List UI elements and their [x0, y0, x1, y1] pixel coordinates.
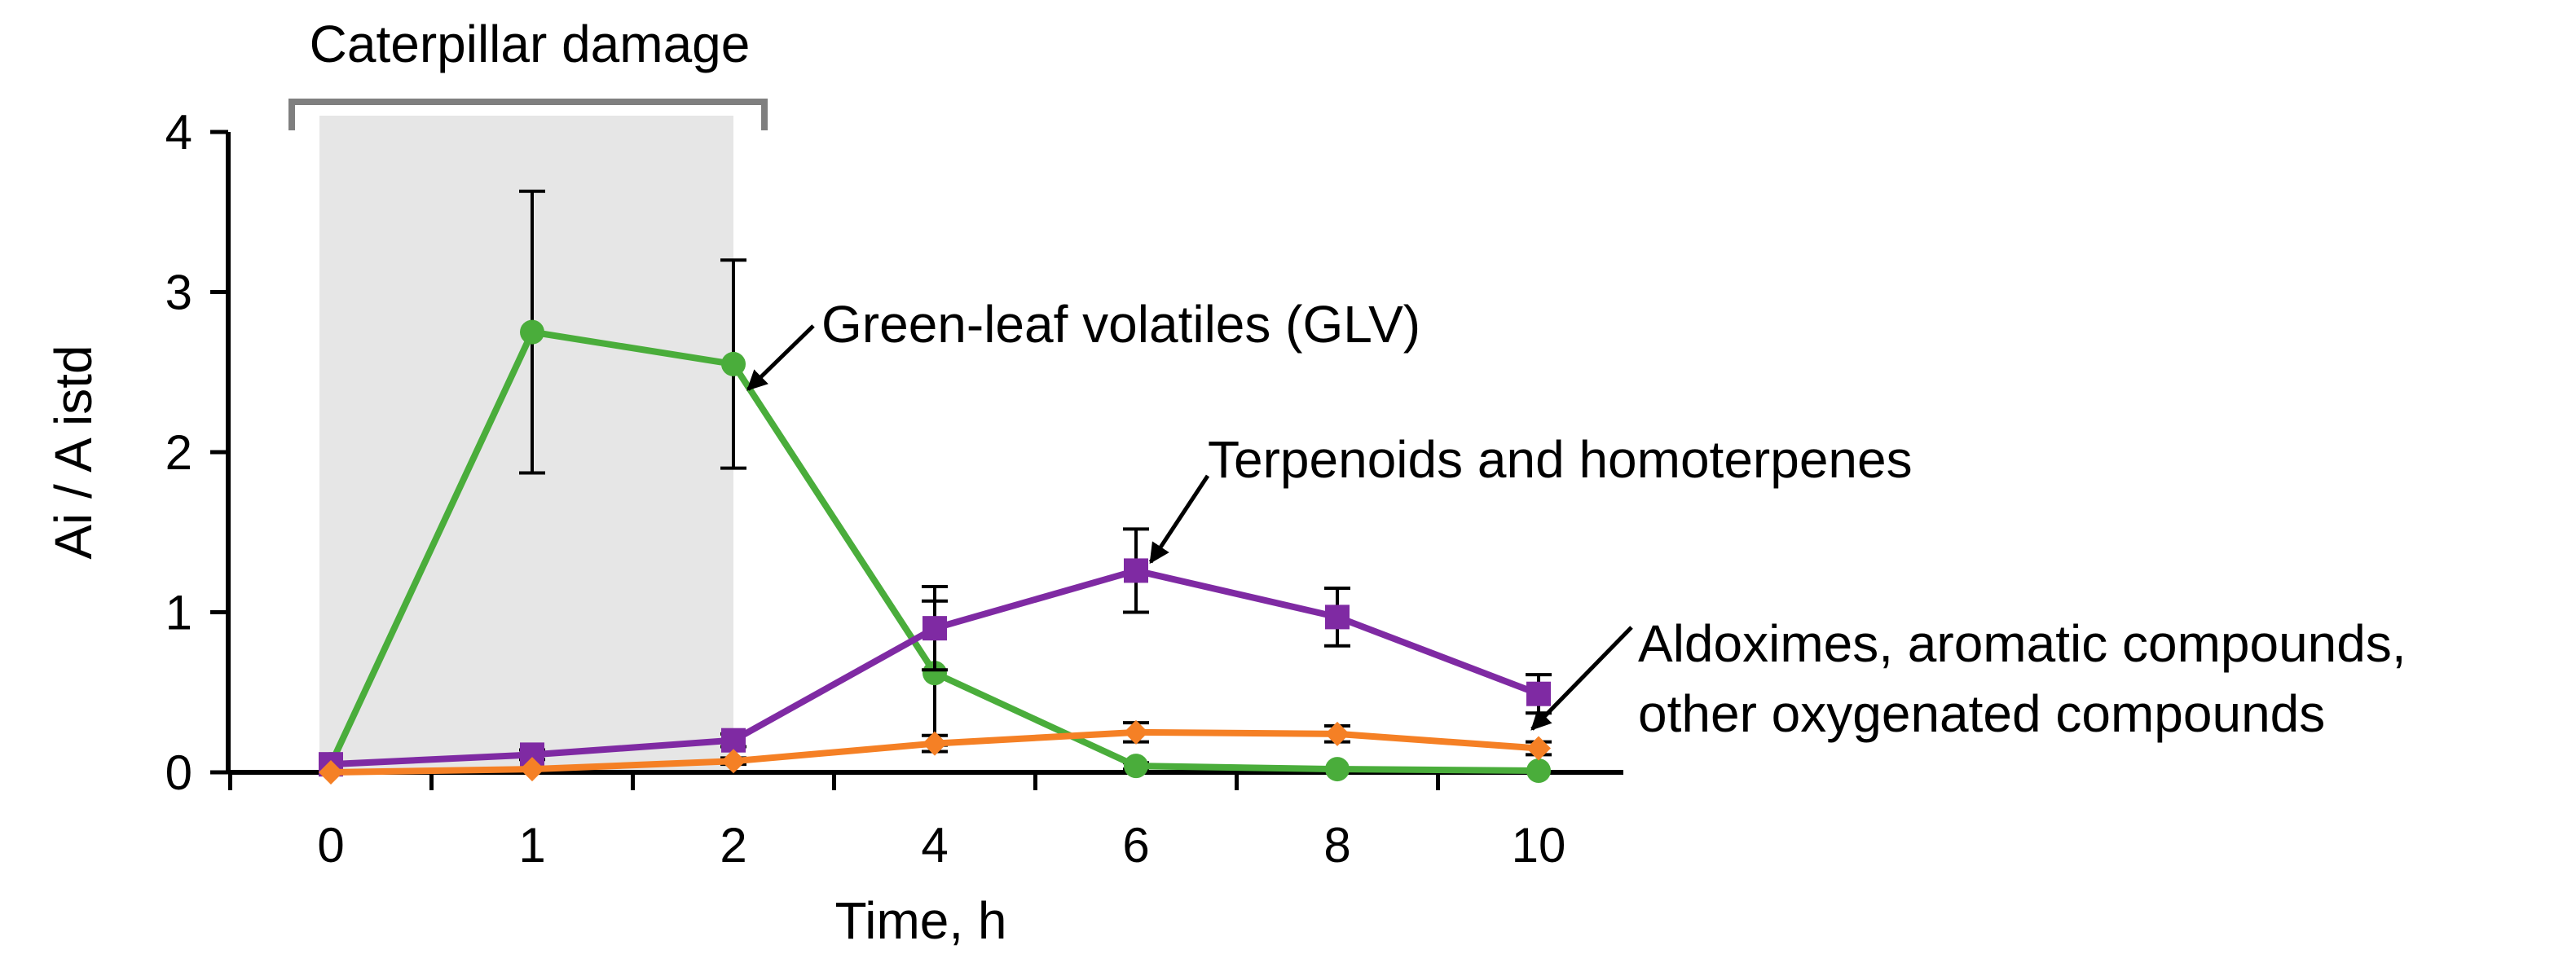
x-tick-label: 4 — [921, 818, 948, 873]
data-point — [1526, 736, 1551, 761]
glv-arrow — [746, 324, 815, 391]
data-point — [923, 731, 947, 756]
data-point — [1526, 681, 1551, 706]
data-point — [1124, 719, 1148, 745]
damage-bracket — [288, 99, 768, 130]
data-point — [520, 319, 544, 345]
data-point — [1325, 721, 1350, 746]
data-point — [1124, 754, 1148, 779]
y-tick-label: 4 — [165, 105, 192, 160]
data-point — [1325, 604, 1350, 630]
y-axis-title: Ai / A istd — [44, 345, 103, 559]
data-point — [319, 760, 343, 785]
data-point — [1325, 757, 1350, 782]
series-label-glv: Green-leaf volatiles (GLV) — [821, 295, 1420, 354]
series-label-terpenoids: Terpenoids and homoterpenes — [1208, 430, 1913, 489]
x-tick-label: 6 — [1122, 818, 1149, 873]
y-tick-label: 3 — [165, 266, 192, 320]
terpenoids-arrow — [1148, 474, 1210, 565]
series-layer — [319, 189, 1552, 785]
y-tick-label: 2 — [165, 425, 192, 480]
aldoximes-arrow — [1530, 626, 1633, 731]
series-2 — [319, 719, 1552, 785]
data-point — [923, 616, 947, 641]
y-tick-label: 0 — [165, 745, 192, 800]
x-tick-label: 2 — [720, 818, 746, 873]
damage-shaded-region — [319, 116, 733, 772]
x-axis-title: Time, h — [835, 891, 1007, 950]
data-point — [721, 351, 746, 376]
data-point — [520, 757, 544, 782]
data-point — [1124, 558, 1148, 583]
x-tick-label: 10 — [1512, 818, 1566, 873]
y-tick-label: 1 — [165, 586, 192, 640]
data-point — [721, 749, 746, 774]
damage-label: Caterpillar damage — [310, 15, 751, 73]
series-label-aldoximes-line2: other oxygenated compounds — [1638, 684, 2325, 743]
series-1 — [319, 527, 1552, 777]
series-label-aldoximes-line1: Aldoximes, aromatic compounds, — [1638, 614, 2406, 673]
data-point — [1526, 758, 1551, 784]
data-point — [721, 728, 746, 753]
x-tick-label: 0 — [317, 818, 344, 873]
x-tick-label: 1 — [518, 818, 545, 873]
data-point — [923, 661, 947, 686]
x-tick-label: 8 — [1323, 818, 1350, 873]
